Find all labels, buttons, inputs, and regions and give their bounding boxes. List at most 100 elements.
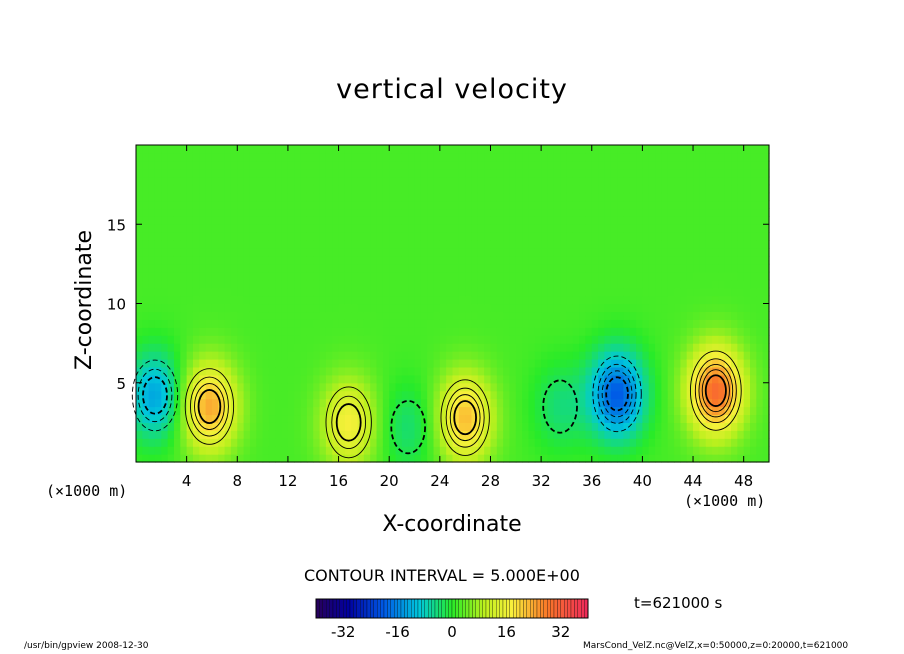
heatmap-cell xyxy=(642,184,650,194)
heatmap-cell xyxy=(610,263,618,273)
heatmap-cell xyxy=(490,382,498,392)
heatmap-cell xyxy=(458,295,466,305)
heatmap-cell xyxy=(541,152,549,162)
heatmap-cell xyxy=(243,255,251,265)
heatmap-cell xyxy=(617,271,625,281)
heatmap-cell xyxy=(693,454,700,463)
heatmap-cell xyxy=(199,176,207,186)
heatmap-cell xyxy=(148,160,156,170)
heatmap-cell xyxy=(344,263,352,273)
heatmap-cell xyxy=(287,430,295,439)
heatmap-cell xyxy=(496,374,504,384)
heatmap-cell xyxy=(509,422,517,431)
heatmap-cell xyxy=(541,319,549,328)
heatmap-cell xyxy=(167,192,175,202)
heatmap-cell xyxy=(534,168,542,178)
heatmap-cell xyxy=(560,271,568,281)
heatmap-cell xyxy=(503,343,511,352)
heatmap-cell xyxy=(471,271,479,281)
heatmap-cell xyxy=(414,406,422,416)
heatmap-cell xyxy=(648,343,656,352)
heatmap-cell xyxy=(173,414,181,423)
heatmap-cell xyxy=(300,398,308,408)
heatmap-cell xyxy=(490,446,498,455)
heatmap-cell xyxy=(142,406,150,416)
heatmap-cell xyxy=(737,184,745,194)
heatmap-cell xyxy=(237,422,245,431)
heatmap-cell xyxy=(325,152,333,162)
heatmap-cell xyxy=(243,398,251,408)
heatmap-cell xyxy=(737,454,745,463)
heatmap-cell xyxy=(572,335,580,344)
heatmap-cell xyxy=(699,152,707,162)
heatmap-cell xyxy=(167,311,175,320)
heatmap-cell xyxy=(351,303,359,313)
heatmap-cell xyxy=(439,390,447,400)
heatmap-cell xyxy=(756,327,764,336)
heatmap-cell xyxy=(427,351,435,360)
heatmap-cell xyxy=(680,311,688,320)
heatmap-cell xyxy=(604,327,612,336)
heatmap-cell xyxy=(503,303,511,313)
heatmap-cell xyxy=(408,430,416,439)
heatmap-cell xyxy=(199,343,207,352)
heatmap-cell xyxy=(503,160,511,170)
heatmap-cell xyxy=(496,422,504,431)
heatmap-cell xyxy=(591,152,599,162)
heatmap-cell xyxy=(629,406,637,416)
heatmap-cell xyxy=(180,192,188,202)
heatmap-cell xyxy=(680,358,688,368)
heatmap-cell xyxy=(439,335,447,344)
heatmap-cell xyxy=(427,390,435,400)
heatmap-cell xyxy=(186,160,194,170)
heatmap-cell xyxy=(566,390,574,400)
heatmap-cell xyxy=(237,438,245,447)
heatmap-cell xyxy=(205,168,213,178)
heatmap-cell xyxy=(243,335,251,344)
heatmap-cell xyxy=(211,454,219,463)
heatmap-cell xyxy=(604,343,612,352)
heatmap-cell xyxy=(332,208,340,217)
heatmap-cell xyxy=(623,216,631,225)
heatmap-cell xyxy=(465,406,473,416)
x-tick-label: 40 xyxy=(633,472,652,490)
heatmap-cell xyxy=(509,240,517,249)
heatmap-cell xyxy=(718,327,726,336)
heatmap-cell xyxy=(712,414,719,423)
heatmap-cell xyxy=(737,160,745,170)
heatmap-cell xyxy=(465,366,473,376)
heatmap-cell xyxy=(180,382,188,392)
heatmap-cell xyxy=(667,176,675,186)
contour-line xyxy=(440,379,490,456)
heatmap-cell xyxy=(515,319,523,328)
heatmap-cell xyxy=(553,406,561,416)
heatmap-cell xyxy=(566,168,574,178)
heatmap-cell xyxy=(237,279,245,289)
heatmap-cell xyxy=(275,255,283,265)
heatmap-cell xyxy=(306,224,314,233)
heatmap-cell xyxy=(161,351,169,360)
heatmap-cell xyxy=(667,232,675,241)
heatmap-cell xyxy=(642,200,650,210)
heatmap-cell xyxy=(294,240,302,249)
heatmap-cell xyxy=(389,335,397,344)
heatmap-cell xyxy=(490,160,498,170)
heatmap-cell xyxy=(433,168,441,178)
heatmap-cell xyxy=(180,184,188,194)
heatmap-cell xyxy=(199,311,207,320)
heatmap-cell xyxy=(192,295,200,305)
heatmap-cell xyxy=(750,335,757,344)
heatmap-cell xyxy=(230,160,238,170)
heatmap-cell xyxy=(180,248,188,257)
heatmap-cell xyxy=(655,406,662,416)
heatmap-cell xyxy=(148,319,156,328)
heatmap-cell xyxy=(300,168,308,178)
heatmap-cell xyxy=(541,366,549,376)
heatmap-cell xyxy=(420,319,428,328)
heatmap-cell xyxy=(332,406,340,416)
heatmap-cell xyxy=(528,184,536,194)
heatmap-cell xyxy=(553,303,561,313)
heatmap-cell xyxy=(161,232,169,241)
heatmap-cell xyxy=(610,240,618,249)
heatmap-cell xyxy=(192,216,200,225)
